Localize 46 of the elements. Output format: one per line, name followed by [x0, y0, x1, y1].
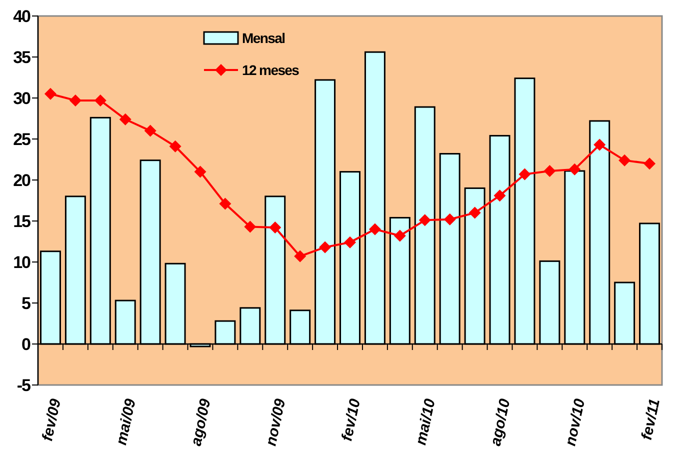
y-tick-label: 30 [13, 88, 31, 108]
point [244, 220, 256, 233]
y-tick-label: 0 [22, 334, 31, 354]
point [144, 124, 156, 137]
legend-label: 12 meses [242, 62, 300, 78]
y-tick-label: 15 [13, 212, 31, 231]
point [444, 213, 456, 226]
point [568, 163, 581, 176]
point [394, 230, 406, 242]
legend-label: Mensal [242, 30, 285, 46]
point [518, 168, 531, 180]
point [294, 250, 306, 262]
x-tick-label: fev/11 [638, 397, 664, 442]
y-tick-label: 35 [13, 48, 31, 67]
x-tick-label: nov/09 [262, 396, 290, 448]
point [94, 94, 106, 106]
point [269, 222, 282, 234]
y-tick-label: 40 [13, 6, 31, 26]
point [544, 164, 556, 177]
point [368, 223, 381, 236]
x-tick-label: ago/10 [487, 396, 514, 448]
point [169, 140, 182, 152]
point [468, 206, 481, 219]
y-tick-label: -5 [16, 376, 31, 395]
y-tick-label: 25 [13, 130, 31, 149]
point [119, 113, 132, 126]
x-tick-label: mai/09 [113, 396, 140, 447]
point [319, 241, 332, 254]
y-tick-label: 20 [13, 170, 31, 190]
point [644, 158, 656, 170]
point [44, 88, 56, 100]
x-tick-label: fev/09 [39, 396, 65, 443]
x-tick-label: ago/09 [188, 396, 214, 448]
x-tick-label: nov/10 [562, 396, 589, 448]
y-tick-label: 5 [22, 294, 31, 313]
y-tick-label: 10 [13, 252, 31, 272]
point [494, 190, 506, 202]
point [69, 94, 82, 106]
point [418, 214, 431, 226]
point [194, 166, 206, 178]
point [618, 154, 631, 166]
x-tick-label: fev/10 [338, 396, 364, 443]
x-tick-label: mai/10 [412, 396, 440, 447]
point [219, 198, 232, 210]
point [344, 236, 356, 248]
point [594, 138, 606, 151]
